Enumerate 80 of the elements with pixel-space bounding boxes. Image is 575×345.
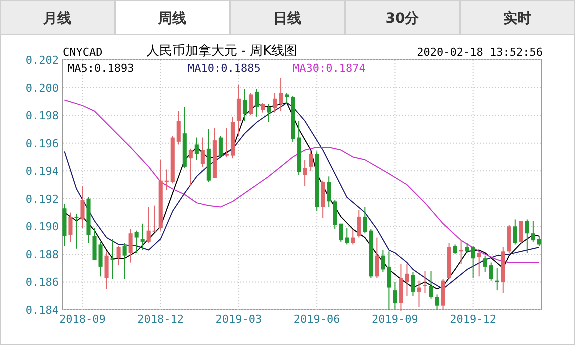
text: MA10:0.1885: [188, 62, 261, 75]
candlestick: [128, 228, 133, 264]
candlestick: [248, 92, 254, 116]
candlestick: [122, 242, 127, 280]
candlestick: [224, 128, 229, 158]
candlestick: [254, 88, 260, 118]
candlestick: [285, 92, 290, 105]
candlestick: [423, 270, 428, 294]
y-tick-label: 0.188: [26, 248, 59, 262]
candlestick: [176, 110, 181, 146]
candlestick: [345, 228, 350, 246]
candlestick: [140, 223, 145, 251]
y-tick-label: 0.184: [26, 304, 60, 317]
y-tick-label: 0.198: [26, 110, 59, 123]
text: MA5:0.1893: [68, 62, 134, 75]
text: MA30:0.1874: [293, 62, 366, 75]
candlestick: [477, 251, 482, 278]
candlestick: [357, 210, 362, 238]
candlestick: [537, 236, 542, 247]
candlestick: [339, 223, 344, 242]
y-tick-label: 0.192: [26, 192, 59, 206]
candlestick: [489, 262, 494, 282]
candlestick: [363, 206, 368, 234]
candlestick: [116, 246, 121, 266]
candlestick: [267, 104, 272, 123]
candlestick: [200, 137, 205, 168]
y-tick-label: 0.202: [26, 54, 59, 67]
candlestick: [327, 176, 332, 208]
candlestick: [110, 238, 115, 280]
y-tick-label: 0.200: [26, 82, 59, 95]
candlestick: [453, 244, 458, 255]
candlestick: [435, 294, 440, 310]
candlestick: [525, 219, 530, 254]
candlestick: [273, 92, 278, 114]
candlestick: [68, 212, 73, 242]
x-tick-label: 2018-12: [138, 313, 184, 326]
x-tick-label: 2019-06: [294, 313, 340, 326]
candlestick: [429, 270, 434, 300]
candlestick: [351, 228, 356, 246]
candlestick: [260, 102, 266, 114]
candlestick: [80, 186, 85, 229]
candlestick: [387, 251, 392, 310]
y-tick-label: 0.196: [26, 137, 59, 150]
candlestick: [218, 136, 223, 158]
line-series: [64, 100, 540, 264]
y-tick-label: 0.186: [26, 276, 59, 290]
candlestick: [471, 246, 476, 279]
x-tick-label: 2019-03: [216, 313, 262, 326]
tabs: 月线 周线 日线 30分 实时: [0, 0, 575, 35]
candlestick: [188, 148, 193, 187]
candlestick: [236, 84, 241, 137]
candlestick: [74, 214, 79, 250]
candlestick: [375, 237, 380, 279]
candlestick: [519, 220, 524, 244]
candlestick: [393, 282, 398, 310]
candlestick: [309, 151, 314, 172]
candlestick: [381, 250, 386, 273]
text: CNYCAD: [63, 46, 103, 59]
candlestick: [303, 160, 308, 187]
candlestick: [242, 88, 248, 122]
candlestick: [279, 78, 284, 112]
candlestick: [134, 230, 139, 254]
candlestick: [465, 242, 470, 254]
candlestick: [104, 251, 109, 290]
candlestick: [405, 264, 410, 297]
candlestick: [483, 255, 488, 273]
y-tick-label: 0.194: [26, 165, 60, 178]
text: 2020-02-18 13:52:56: [417, 46, 543, 59]
candlestick: [333, 200, 338, 230]
y-tick-label: 0.190: [26, 220, 59, 234]
candlestick: [146, 206, 151, 244]
x-tick-label: 2018-09: [60, 313, 106, 326]
candlestick: [513, 219, 518, 246]
candlestick: [531, 220, 536, 242]
candlestick: [411, 272, 416, 297]
x-tick-label: 2019-09: [372, 313, 418, 326]
x-tick-label: 2019-12: [450, 313, 497, 326]
candlestick: [417, 280, 422, 308]
chart-title: 人民币加拿大元 - 周K线图: [146, 44, 298, 59]
candlestick: [194, 137, 199, 160]
